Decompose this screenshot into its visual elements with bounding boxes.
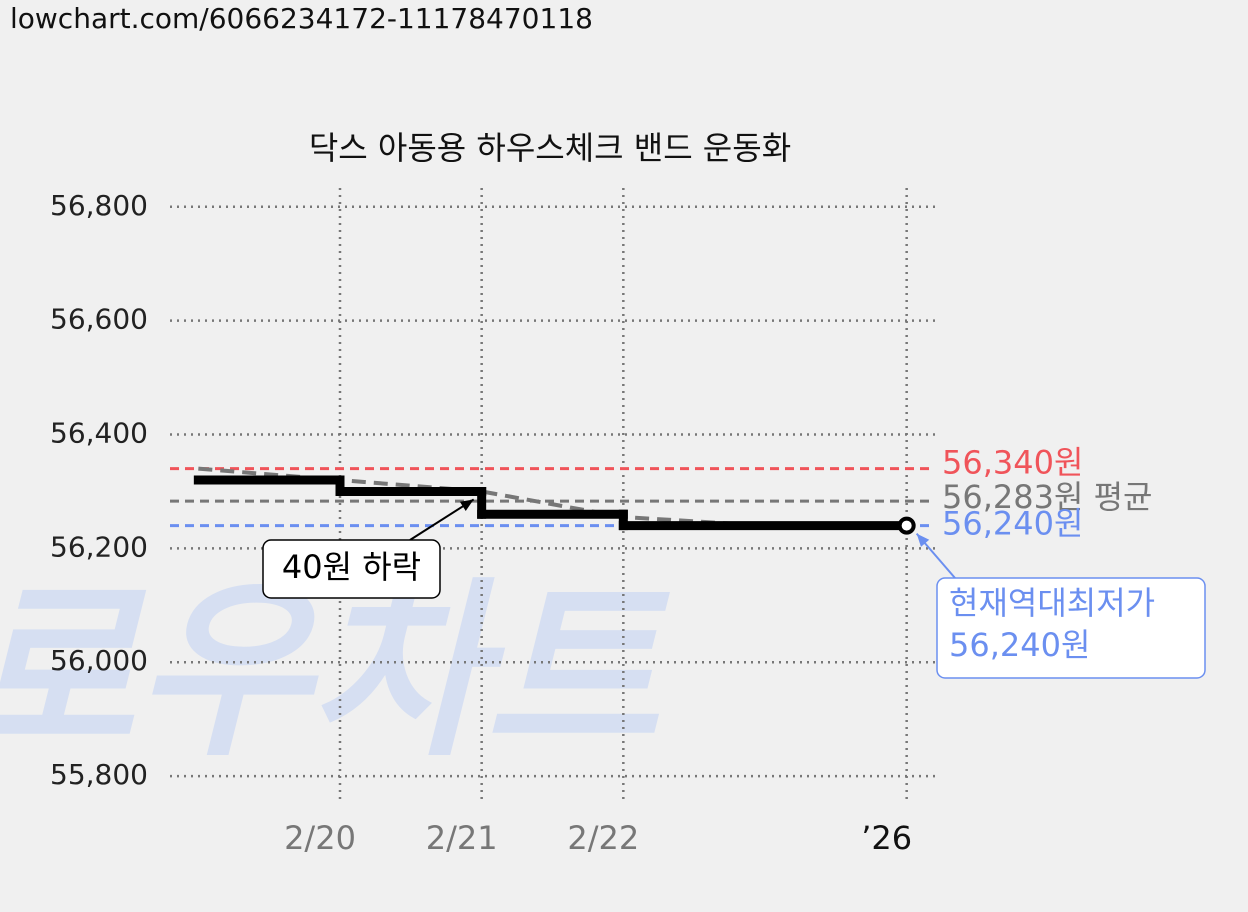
url: lowchart.com/6066234172-11178470118 xyxy=(10,2,593,35)
y-tick-label: 56,400 xyxy=(50,417,148,450)
y-tick-label: 56,200 xyxy=(50,530,148,563)
last-point xyxy=(897,516,916,535)
annotation-box xyxy=(262,539,441,599)
y-tick-label: 55,800 xyxy=(50,758,148,791)
chart-title: 닥스 아동용 하우스체크 밴드 운동화 xyxy=(309,129,791,167)
annotation-box xyxy=(936,577,1206,679)
x-tick-label: 2/21 xyxy=(426,819,498,857)
reference-label: 56,283원 평균 xyxy=(942,478,1152,516)
annotation-text: 현재역대최저가 xyxy=(949,584,1155,622)
y-tick-label: 56,000 xyxy=(50,644,148,677)
annotation-text: 40원 하락 xyxy=(282,548,421,586)
x-tick-label: 2/20 xyxy=(284,819,356,857)
y-tick-label: 56,800 xyxy=(50,189,148,222)
y-tick-label: 56,600 xyxy=(50,303,148,336)
reference-label: 56,340원 xyxy=(942,444,1083,482)
reference-label: 56,240원 xyxy=(942,505,1083,543)
arrow-head xyxy=(916,533,930,547)
annotation-text: 56,240원 xyxy=(949,626,1090,664)
x-tick-label: 2/22 xyxy=(567,819,639,857)
x-tick-label: ’26 xyxy=(861,819,912,857)
arrow-head xyxy=(459,499,474,511)
